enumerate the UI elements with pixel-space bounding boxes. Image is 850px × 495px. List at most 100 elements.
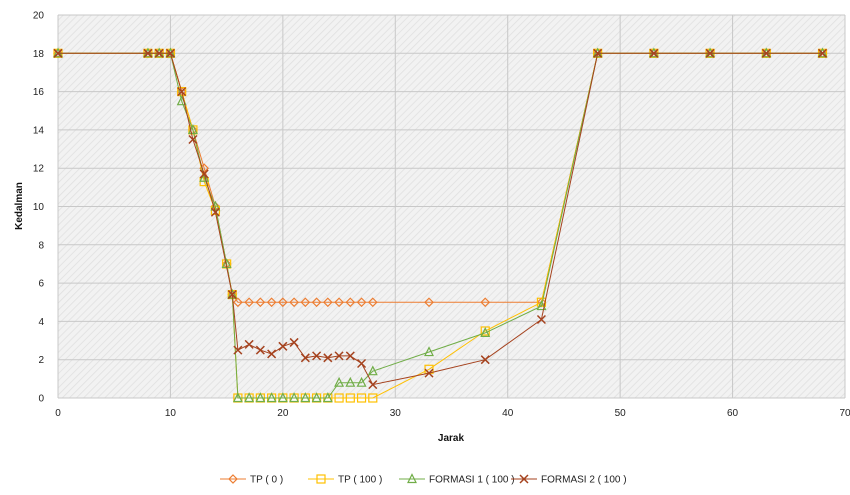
data-point xyxy=(311,392,322,403)
legend-label: FORMASI 1 ( 100 ) xyxy=(429,475,515,486)
data-point xyxy=(232,392,243,403)
series-line xyxy=(58,52,823,399)
y-tick-label: 4 xyxy=(38,317,44,328)
data-point xyxy=(255,297,266,308)
data-point xyxy=(278,341,288,351)
data-point xyxy=(311,297,322,308)
data-point xyxy=(244,297,254,308)
data-point xyxy=(424,297,434,308)
data-point xyxy=(267,349,277,359)
y-tick-label: 20 xyxy=(33,11,45,22)
data-point xyxy=(345,393,355,403)
series-4 xyxy=(53,48,828,390)
y-tick-label: 8 xyxy=(38,240,44,251)
data-point xyxy=(368,380,378,390)
data-point xyxy=(593,48,603,58)
legend-marker xyxy=(228,474,238,484)
legend-marker xyxy=(519,474,529,484)
data-point xyxy=(289,392,300,403)
data-point xyxy=(356,376,367,387)
y-tick-label: 12 xyxy=(33,164,45,175)
y-tick-label: 6 xyxy=(38,279,44,290)
data-point xyxy=(244,392,255,403)
y-tick-labels: 0 2 4 6 8 10 12 14 16 18 20 xyxy=(33,11,45,405)
x-tick-labels: 0 10 20 30 40 50 60 70 xyxy=(55,408,850,419)
data-point xyxy=(357,358,367,369)
data-point xyxy=(424,368,434,378)
legend-label: FORMASI 2 ( 100 ) xyxy=(541,475,627,486)
data-point xyxy=(761,48,771,58)
data-point xyxy=(345,297,356,308)
data-point xyxy=(323,353,333,363)
y-tick-label: 18 xyxy=(33,49,45,60)
data-point xyxy=(334,297,344,308)
data-point xyxy=(165,48,175,58)
legend-marker xyxy=(316,474,326,484)
data-point xyxy=(154,48,164,58)
data-point xyxy=(536,314,546,325)
data-point xyxy=(277,392,288,403)
data-point xyxy=(289,337,299,347)
x-tick-label: 50 xyxy=(615,408,627,419)
data-point xyxy=(345,351,355,361)
data-point xyxy=(480,355,490,365)
data-point xyxy=(266,297,277,308)
data-point xyxy=(817,48,828,58)
legend-label: TP ( 100 ) xyxy=(338,475,382,486)
data-point xyxy=(536,300,547,311)
y-tick-label: 10 xyxy=(33,202,45,213)
data-point xyxy=(334,393,344,403)
y-tick-label: 2 xyxy=(38,355,44,366)
data-point xyxy=(368,393,378,403)
data-point xyxy=(199,169,209,179)
data-point xyxy=(143,48,153,58)
data-point xyxy=(312,351,322,361)
data-point xyxy=(424,346,434,357)
x-tick-label: 10 xyxy=(165,408,177,419)
legend-item: TP ( 0 ) xyxy=(220,474,283,486)
data-point xyxy=(300,297,311,308)
data-point xyxy=(278,297,288,308)
data-point xyxy=(356,297,367,308)
y-tick-label: 16 xyxy=(33,87,45,98)
data-point xyxy=(322,297,333,308)
data-point xyxy=(480,297,491,308)
data-point xyxy=(210,207,220,217)
x-tick-label: 70 xyxy=(839,408,850,419)
x-tick-label: 20 xyxy=(277,408,289,419)
data-point xyxy=(255,392,266,403)
data-point xyxy=(322,392,333,403)
data-point xyxy=(177,87,187,97)
legend: TP ( 0 ) TP ( 100 ) FORMASI 1 ( 100 ) FORMA… xyxy=(220,473,627,486)
y-tick-label: 14 xyxy=(33,125,45,136)
data-point xyxy=(356,393,367,403)
y-tick-label: 0 xyxy=(38,394,44,405)
data-point xyxy=(53,48,63,58)
data-point xyxy=(233,297,243,308)
data-point xyxy=(233,345,243,355)
x-axis-title: Jarak xyxy=(438,433,465,444)
data-point xyxy=(334,376,345,387)
legend-item: FORMASI 1 ( 100 ) xyxy=(399,473,515,486)
x-tick-label: 30 xyxy=(390,408,402,419)
data-point xyxy=(266,392,277,403)
data-point xyxy=(300,392,311,403)
data-point xyxy=(334,351,344,361)
legend-item: TP ( 100 ) xyxy=(308,474,382,486)
legend-marker xyxy=(407,473,417,484)
x-tick-label: 0 xyxy=(55,408,61,419)
data-point xyxy=(480,327,491,337)
y-axis-title: Kedalman xyxy=(14,182,25,230)
legend-item: FORMASI 2 ( 100 ) xyxy=(511,474,627,486)
x-tick-label: 60 xyxy=(727,408,739,419)
series-line xyxy=(58,52,823,386)
legend-label: TP ( 0 ) xyxy=(250,475,283,486)
data-point xyxy=(300,353,310,363)
data-point xyxy=(244,339,254,349)
data-point xyxy=(255,345,265,355)
data-point xyxy=(705,48,715,58)
data-point xyxy=(367,297,378,308)
data-point xyxy=(367,365,378,376)
series-group xyxy=(53,47,828,403)
